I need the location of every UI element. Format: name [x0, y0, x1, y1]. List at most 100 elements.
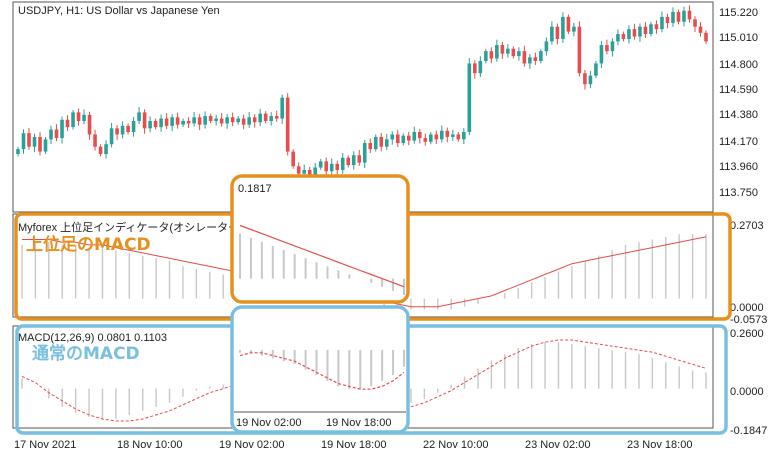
candle-body: [274, 116, 279, 119]
zoom-time-tick: 19 Nov 02:00: [236, 417, 301, 429]
candle-body: [32, 136, 37, 147]
candle-body: [65, 119, 70, 128]
candle-body: [269, 116, 273, 121]
candle-body: [60, 119, 64, 139]
candle-body: [440, 130, 444, 140]
candle-body: [605, 45, 609, 52]
candle-body: [528, 57, 532, 64]
candle-body: [462, 132, 466, 140]
candle-body: [340, 157, 345, 170]
price-tick: 115.220: [719, 7, 758, 19]
candle-body: [451, 134, 455, 137]
candle-body: [181, 120, 185, 125]
candle-body: [131, 120, 136, 132]
candle-body: [120, 125, 125, 135]
candle-body: [351, 155, 356, 166]
candle-body: [16, 149, 20, 155]
candle-body: [484, 51, 488, 61]
candle-body: [478, 60, 483, 74]
candle-body: [21, 133, 26, 150]
price-tick: 114.170: [719, 136, 758, 148]
candle-body: [236, 118, 240, 123]
indicator1-header: Myforex 上位足インディケータ(オシレーター系) 0.2357: [18, 220, 290, 234]
price-tick: 113.750: [719, 187, 758, 199]
candle-body: [43, 139, 48, 152]
candle-body: [456, 134, 461, 140]
candle-body: [660, 16, 664, 30]
candle-body: [627, 29, 631, 39]
candle-body: [467, 63, 472, 132]
candle-body: [82, 114, 86, 121]
candle-body: [665, 16, 670, 24]
candle-body: [324, 161, 329, 172]
candle-body: [296, 166, 301, 174]
candle-body: [164, 118, 169, 126]
candle-body: [54, 129, 59, 139]
candle-body: [302, 169, 307, 174]
candle-body: [489, 51, 494, 59]
candle-body: [335, 163, 340, 170]
candle-body: [98, 146, 103, 155]
candle-body: [159, 118, 163, 128]
candle-body: [38, 136, 42, 152]
price-tick: 114.590: [719, 84, 758, 96]
candle-body: [390, 134, 395, 140]
candle-body: [379, 136, 384, 147]
candle-body: [247, 117, 251, 125]
time-tick: 19 Nov 18:00: [321, 439, 386, 451]
price-tick: 113.960: [719, 161, 758, 173]
candle-body: [307, 169, 312, 177]
candle-body: [500, 45, 505, 54]
candle-body: [175, 117, 180, 125]
candle-body: [318, 161, 323, 168]
htf-macd-annotation: 上位足のMACD: [26, 234, 151, 255]
candle-body: [285, 97, 290, 152]
candle-body: [693, 19, 697, 27]
indicator1-axis-bottom: -0.0573: [730, 314, 767, 326]
candle-body: [109, 128, 114, 145]
candle-body: [649, 24, 653, 35]
candle-body: [258, 113, 262, 123]
candle-body: [27, 133, 31, 147]
candle-body: [434, 134, 439, 140]
candle-body: [214, 118, 218, 121]
candle-body: [186, 120, 191, 124]
candle-body: [495, 45, 499, 59]
candle-body: [93, 134, 97, 147]
indicator2-axis-top: 0.2600: [730, 328, 764, 340]
candle-body: [676, 12, 681, 22]
candle-body: [170, 117, 174, 126]
candlestick-series: [16, 5, 708, 182]
candle-body: [704, 32, 708, 42]
candle-body: [572, 26, 576, 32]
candle-body: [550, 26, 554, 42]
candle-body: [263, 113, 268, 121]
indicator1-axis-mid: 0.0000: [730, 302, 764, 314]
macd-annotation: 通常のMACD: [32, 343, 140, 364]
candle-body: [241, 118, 246, 125]
candle-body: [544, 41, 549, 52]
candle-body: [621, 34, 626, 39]
candle-body: [687, 10, 692, 20]
candle-body: [225, 117, 229, 124]
candle-body: [357, 155, 362, 163]
indicator2-header: MACD(12,26,9) 0.0801 0.1103: [18, 332, 167, 344]
candle-body: [632, 29, 637, 37]
candle-body: [104, 144, 108, 155]
candle-body: [49, 129, 53, 140]
candle-body: [368, 143, 373, 150]
candle-body: [406, 135, 411, 141]
candle-body: [384, 139, 389, 147]
candle-body: [561, 16, 565, 39]
candle-body: [616, 34, 620, 42]
candle-body: [329, 163, 334, 172]
candle-body: [252, 117, 257, 123]
candle-body: [511, 48, 516, 57]
candle-body: [517, 51, 521, 57]
candle-body: [395, 134, 400, 144]
candle-body: [87, 114, 92, 135]
time-tick: 23 Nov 02:00: [525, 439, 590, 451]
candle-body: [219, 118, 224, 124]
candle-body: [137, 112, 141, 121]
